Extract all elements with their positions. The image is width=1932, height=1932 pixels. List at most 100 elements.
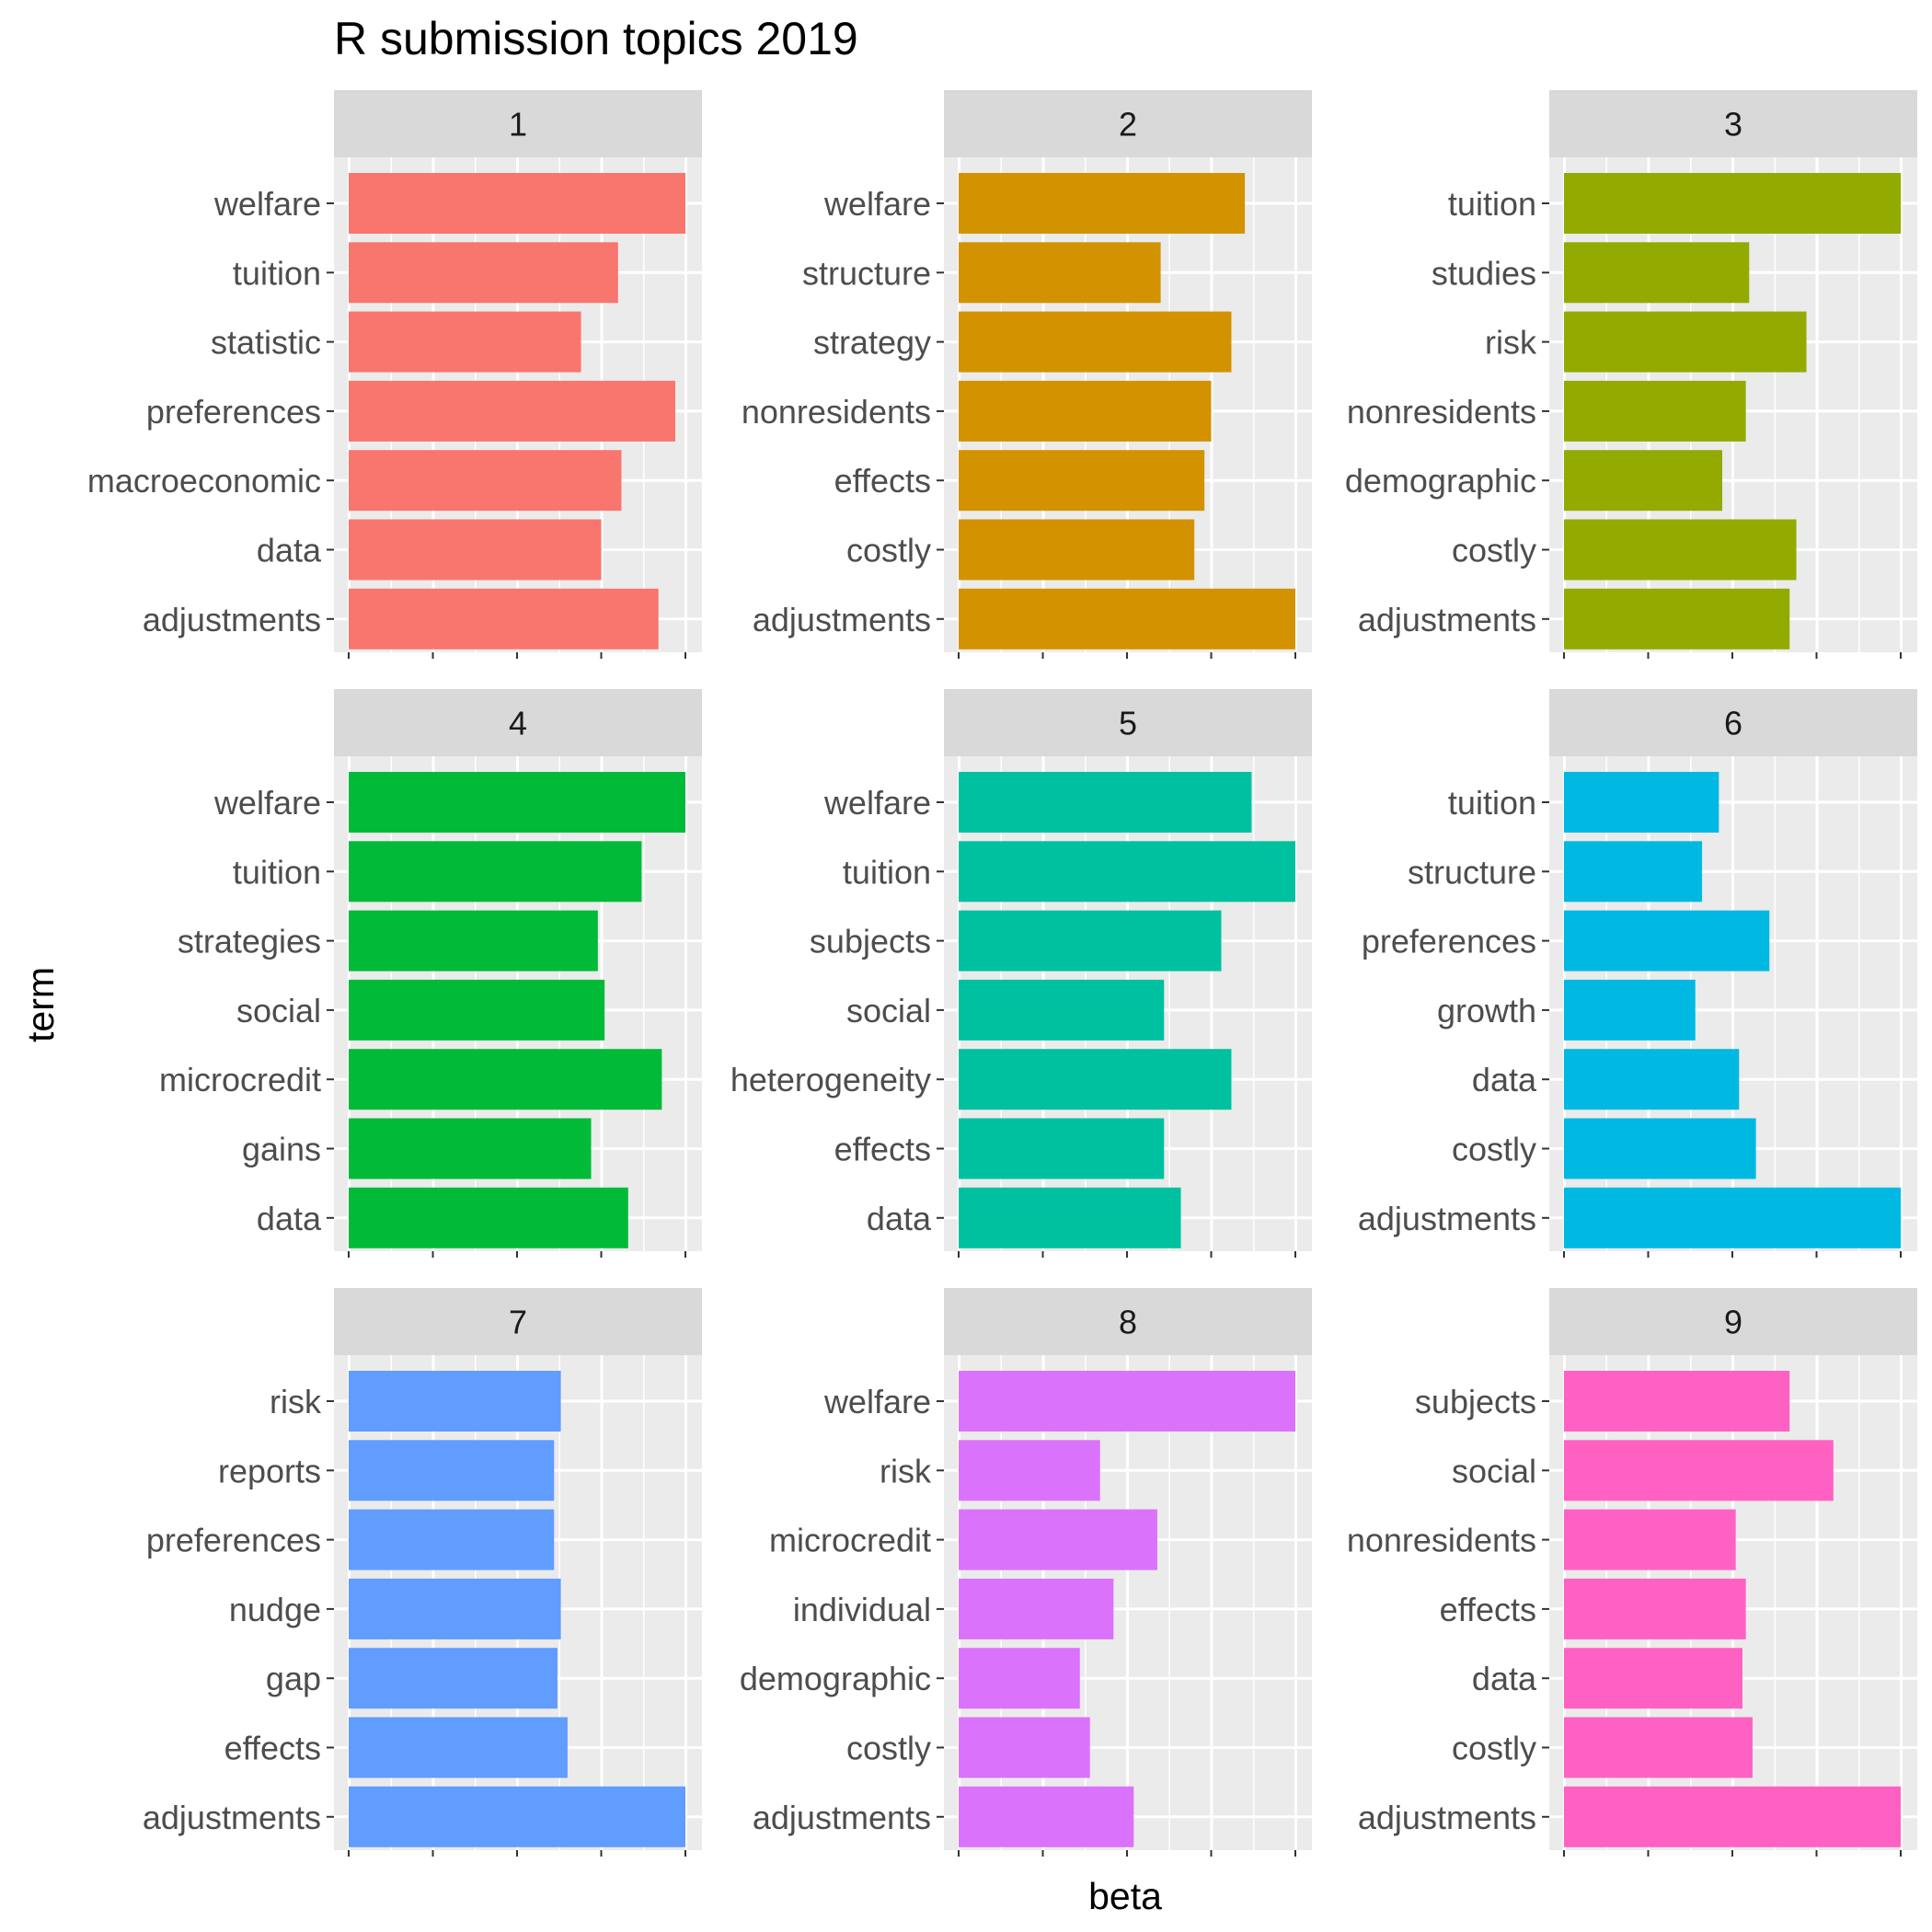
- y-tick-label: individual: [793, 1591, 931, 1628]
- y-tick-label: strategy: [813, 324, 931, 362]
- facet-strip: [334, 689, 702, 756]
- bar: [1564, 979, 1696, 1041]
- y-tick-label: effects: [834, 1131, 931, 1168]
- y-tick-label: preferences: [146, 1522, 321, 1559]
- facet-panels: 1 welfare tuition statistic preferences macro…: [87, 90, 1917, 1857]
- y-tick-label: macroeconomic: [87, 462, 321, 500]
- facet-strip: [1549, 1288, 1917, 1355]
- y-tick-label: welfare: [213, 784, 321, 822]
- bar: [349, 772, 685, 833]
- bar: [349, 910, 598, 972]
- y-tick-label: strategies: [178, 923, 321, 960]
- bar: [959, 1509, 1157, 1570]
- y-tick-label: data: [1472, 1660, 1537, 1697]
- y-tick-label: nonresidents: [742, 393, 931, 431]
- facet-panel-2: 2 welfare structure strategy nonresidents eff…: [742, 90, 1312, 659]
- bar: [959, 1118, 1165, 1179]
- bar: [1564, 1509, 1736, 1570]
- bar: [349, 1578, 561, 1639]
- y-tick-label: welfare: [823, 185, 931, 223]
- facet-panel-8: 8 welfare risk microcredit individual demogra…: [740, 1288, 1312, 1857]
- bar: [349, 519, 602, 581]
- facet-panel-7: 7 risk reports preferences nudge gap effects ad…: [143, 1288, 702, 1857]
- y-tick-label: welfare: [213, 185, 321, 223]
- y-tick-label: social: [846, 992, 931, 1029]
- bar: [959, 1786, 1134, 1847]
- facet-strip-label: 9: [1724, 1304, 1742, 1341]
- bar: [349, 1786, 685, 1847]
- y-tick-label: costly: [1452, 1131, 1536, 1168]
- y-tick-label: tuition: [843, 853, 931, 891]
- facet-strip-label: 7: [509, 1304, 527, 1341]
- y-tick-label: effects: [834, 462, 931, 500]
- y-tick-label: reports: [218, 1452, 321, 1489]
- bar: [1564, 1187, 1901, 1248]
- y-tick-label: tuition: [233, 853, 321, 891]
- y-tick-label: demographic: [1345, 462, 1536, 500]
- facet-strip: [1549, 689, 1917, 756]
- facet-strip-label: 8: [1119, 1304, 1137, 1341]
- bar: [1564, 588, 1790, 650]
- facet-strip: [944, 689, 1312, 756]
- bar: [959, 1187, 1181, 1248]
- bar: [959, 1371, 1295, 1432]
- y-tick-label: adjustments: [753, 1799, 931, 1836]
- y-tick-label: costly: [846, 532, 931, 569]
- y-tick-label: adjustments: [143, 601, 321, 638]
- y-tick-label: nudge: [229, 1591, 321, 1628]
- y-tick-label: studies: [1432, 254, 1536, 292]
- y-tick-label: risk: [880, 1452, 932, 1489]
- y-tick-label: welfare: [823, 1383, 931, 1420]
- facet-strip-label: 4: [509, 705, 527, 742]
- bar: [1564, 1578, 1746, 1639]
- bar: [959, 242, 1161, 304]
- facet-strip-label: 6: [1724, 705, 1742, 742]
- y-tick-label: heterogeneity: [730, 1061, 931, 1098]
- y-tick-label: microcredit: [159, 1061, 321, 1098]
- y-tick-label: risk: [270, 1383, 322, 1420]
- bar: [959, 450, 1205, 512]
- bar: [959, 519, 1195, 581]
- bar: [959, 588, 1295, 650]
- bar: [959, 1648, 1080, 1709]
- bar: [349, 1118, 592, 1179]
- bar: [349, 1509, 555, 1570]
- bar: [349, 173, 685, 234]
- y-tick-label: costly: [1452, 1730, 1536, 1767]
- bar: [1564, 1648, 1742, 1709]
- y-tick-label: effects: [224, 1730, 321, 1767]
- y-tick-label: risk: [1485, 324, 1537, 362]
- bar: [349, 841, 642, 903]
- bar: [349, 1371, 561, 1432]
- bar: [349, 1187, 628, 1248]
- bar: [349, 450, 622, 512]
- y-tick-label: preferences: [1362, 923, 1536, 960]
- facet-strip-label: 5: [1119, 705, 1137, 742]
- bar: [1564, 450, 1723, 512]
- y-tick-label: microcredit: [769, 1522, 931, 1559]
- bar: [959, 311, 1232, 373]
- y-tick-label: effects: [1440, 1591, 1536, 1628]
- facet-strip: [334, 90, 702, 157]
- bar: [349, 380, 676, 442]
- y-tick-label: nonresidents: [1347, 393, 1536, 431]
- y-tick-label: structure: [1408, 853, 1536, 891]
- y-tick-label: data: [257, 1200, 322, 1237]
- bar: [1564, 910, 1770, 972]
- bar: [959, 1578, 1114, 1639]
- x-axis-label: beta: [1088, 1875, 1162, 1917]
- y-tick-label: data: [257, 532, 322, 569]
- y-tick-label: tuition: [1448, 185, 1536, 223]
- bar: [1564, 1440, 1834, 1501]
- y-tick-label: costly: [846, 1730, 931, 1767]
- bar: [1564, 519, 1797, 581]
- facet-panel-9: 9 subjects social nonresidents effects data co…: [1347, 1288, 1917, 1857]
- bar: [1564, 772, 1719, 833]
- y-tick-label: gains: [242, 1131, 321, 1168]
- bar: [349, 1717, 568, 1778]
- bar: [349, 588, 659, 650]
- y-tick-label: social: [236, 992, 321, 1029]
- y-tick-label: social: [1452, 1452, 1536, 1489]
- bar: [349, 311, 581, 373]
